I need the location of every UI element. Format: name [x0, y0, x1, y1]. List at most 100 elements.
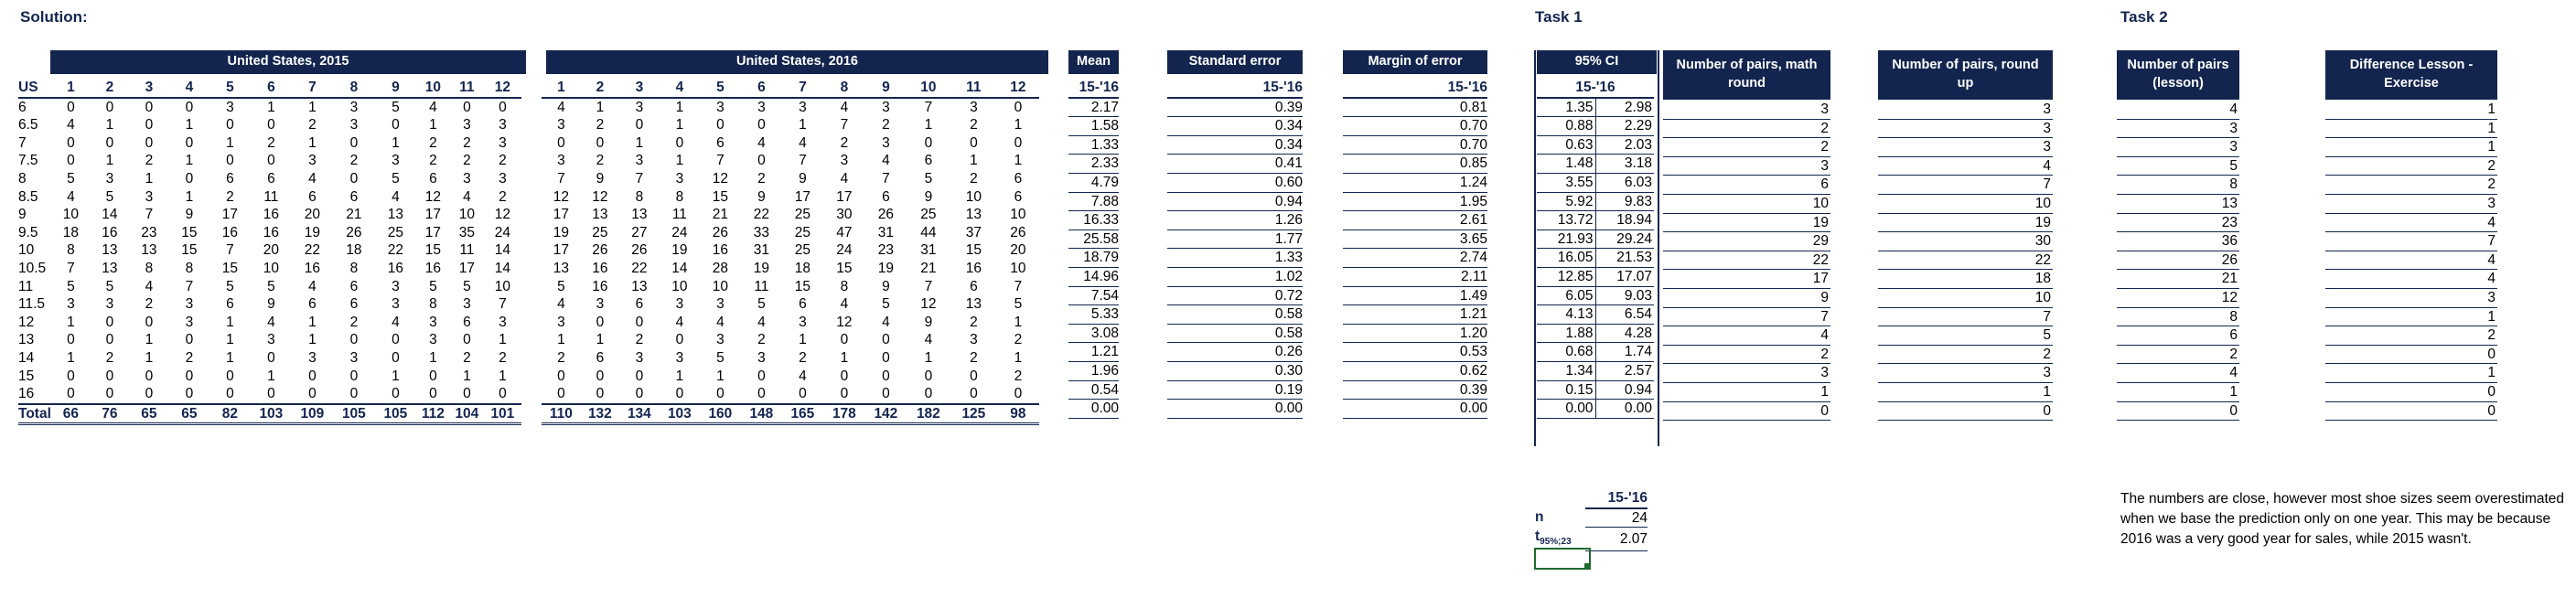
- cell-2016[interactable]: 7: [1014, 278, 1023, 294]
- difference-value[interactable]: 0: [2325, 401, 2497, 422]
- cell-2015[interactable]: 16: [387, 260, 403, 276]
- cell-2016[interactable]: 5: [557, 278, 565, 294]
- cell-2015[interactable]: 1: [145, 332, 154, 348]
- cell-2016[interactable]: 3: [882, 134, 890, 151]
- cell-2015[interactable]: 7: [185, 278, 194, 294]
- cell-2016[interactable]: 3: [675, 349, 684, 366]
- cell-2016[interactable]: 26: [712, 224, 728, 240]
- ci-upper[interactable]: 4.28: [1595, 324, 1654, 344]
- cell-2016[interactable]: 4: [675, 314, 684, 330]
- pairs-round-up-value[interactable]: 3: [1878, 119, 2053, 139]
- cell-2016[interactable]: 25: [920, 207, 937, 223]
- cell-2015[interactable]: 0: [463, 99, 471, 115]
- cell-2015[interactable]: 2: [499, 188, 507, 205]
- margin-of-error-value[interactable]: 2.61: [1343, 210, 1487, 230]
- cell-2015[interactable]: 0: [185, 170, 194, 187]
- cell-2016[interactable]: 16: [965, 260, 982, 276]
- margin-of-error-value[interactable]: 1.24: [1343, 173, 1487, 193]
- cell-2015[interactable]: 1: [226, 134, 234, 151]
- cell-2015[interactable]: 0: [392, 332, 400, 348]
- cell-2016[interactable]: 25: [794, 242, 810, 259]
- cell-2016[interactable]: 15: [794, 278, 810, 294]
- cell-2015[interactable]: 0: [349, 368, 359, 384]
- cell-2015[interactable]: 3: [267, 332, 275, 348]
- cell-2016[interactable]: 0: [1014, 134, 1023, 151]
- ci-upper[interactable]: 17.07: [1595, 267, 1654, 287]
- cell-2015[interactable]: 0: [185, 368, 194, 384]
- cell-2016[interactable]: 0: [924, 386, 933, 402]
- pairs-round-up-value[interactable]: 22: [1878, 251, 2053, 271]
- cell-2015[interactable]: 0: [349, 170, 359, 187]
- cell-2015[interactable]: 22: [304, 242, 320, 259]
- cell-2016[interactable]: 7: [924, 99, 933, 115]
- cell-2015[interactable]: 3: [185, 296, 194, 313]
- difference-value[interactable]: 7: [2325, 231, 2497, 251]
- margin-of-error-value[interactable]: 0.70: [1343, 116, 1487, 136]
- pairs-round-up-value[interactable]: 10: [1878, 194, 2053, 214]
- cell-2016[interactable]: 2: [970, 170, 978, 187]
- margin-of-error-value[interactable]: 0.85: [1343, 154, 1487, 174]
- cell-2016[interactable]: 2: [882, 117, 890, 133]
- pairs-math-round-value[interactable]: 10: [1663, 194, 1830, 214]
- cell-2016[interactable]: 13: [631, 278, 648, 294]
- cell-2015[interactable]: 1: [308, 314, 317, 330]
- cell-2015[interactable]: 14: [102, 207, 118, 223]
- cell-2016[interactable]: 17: [553, 242, 569, 259]
- cell-2015[interactable]: 1: [463, 368, 471, 384]
- cell-2016[interactable]: 24: [836, 242, 853, 259]
- cell-2015[interactable]: 14: [494, 242, 510, 259]
- pairs-math-round-value[interactable]: 0: [1663, 401, 1830, 422]
- cell-2016[interactable]: 3: [840, 153, 849, 169]
- cell-2016[interactable]: 22: [631, 260, 648, 276]
- cell-2016[interactable]: 0: [557, 134, 565, 151]
- cell-2015[interactable]: 4: [392, 314, 400, 330]
- cell-2015[interactable]: 5: [105, 188, 114, 205]
- cell-2016[interactable]: 1: [635, 134, 644, 151]
- mean-value[interactable]: 1.58: [1068, 116, 1119, 136]
- cell-2015[interactable]: 3: [349, 349, 359, 366]
- cell-2015[interactable]: 22: [387, 242, 403, 259]
- pairs-round-up-value[interactable]: 7: [1878, 175, 2053, 195]
- cell-2016[interactable]: 26: [1010, 224, 1026, 240]
- cell-2015[interactable]: 0: [185, 99, 194, 115]
- pairs-lesson-value[interactable]: 12: [2117, 288, 2239, 308]
- cell-2015[interactable]: 2: [185, 349, 194, 366]
- mean-value[interactable]: 1.21: [1068, 342, 1119, 362]
- cell-2015[interactable]: 1: [185, 153, 194, 169]
- cell-2016[interactable]: 3: [716, 99, 724, 115]
- cell-2015[interactable]: 3: [463, 117, 471, 133]
- cell-2016[interactable]: 1: [557, 332, 565, 348]
- cell-2016[interactable]: 12: [712, 170, 728, 187]
- cell-2016[interactable]: 17: [836, 188, 853, 205]
- cell-2015[interactable]: 3: [67, 296, 75, 313]
- cell-2016[interactable]: 0: [757, 153, 766, 169]
- cell-2016[interactable]: 14: [671, 260, 688, 276]
- pairs-math-round-value[interactable]: 22: [1663, 251, 1830, 271]
- cell-2016[interactable]: 23: [877, 242, 894, 259]
- cell-2015[interactable]: 1: [105, 117, 114, 133]
- cell-2016[interactable]: 12: [836, 314, 853, 330]
- ci-lower[interactable]: 0.15: [1537, 380, 1596, 400]
- difference-value[interactable]: 1: [2325, 137, 2497, 157]
- cell-2016[interactable]: 7: [635, 170, 644, 187]
- ci-upper[interactable]: 9.83: [1595, 192, 1654, 212]
- cell-2015[interactable]: 2: [499, 153, 507, 169]
- mean-value[interactable]: 7.54: [1068, 286, 1119, 306]
- cell-2016[interactable]: 0: [757, 386, 766, 402]
- cell-2015[interactable]: 8: [145, 260, 154, 276]
- cell-2016[interactable]: 22: [753, 207, 769, 223]
- cell-2016[interactable]: 21: [920, 260, 937, 276]
- cell-2016[interactable]: 9: [924, 188, 933, 205]
- cell-2016[interactable]: 31: [877, 224, 894, 240]
- cell-2016[interactable]: 7: [882, 170, 890, 187]
- ci-upper[interactable]: 2.03: [1595, 135, 1654, 155]
- cell-2015[interactable]: 1: [226, 314, 234, 330]
- cell-2015[interactable]: 2: [429, 153, 437, 169]
- cell-2016[interactable]: 1: [840, 349, 849, 366]
- cell-2016[interactable]: 15: [965, 242, 982, 259]
- cell-2015[interactable]: 0: [267, 386, 275, 402]
- cell-2016[interactable]: 3: [557, 153, 565, 169]
- cell-2015[interactable]: 2: [499, 349, 507, 366]
- cell-2016[interactable]: 26: [631, 242, 648, 259]
- cell-2016[interactable]: 6: [1014, 170, 1023, 187]
